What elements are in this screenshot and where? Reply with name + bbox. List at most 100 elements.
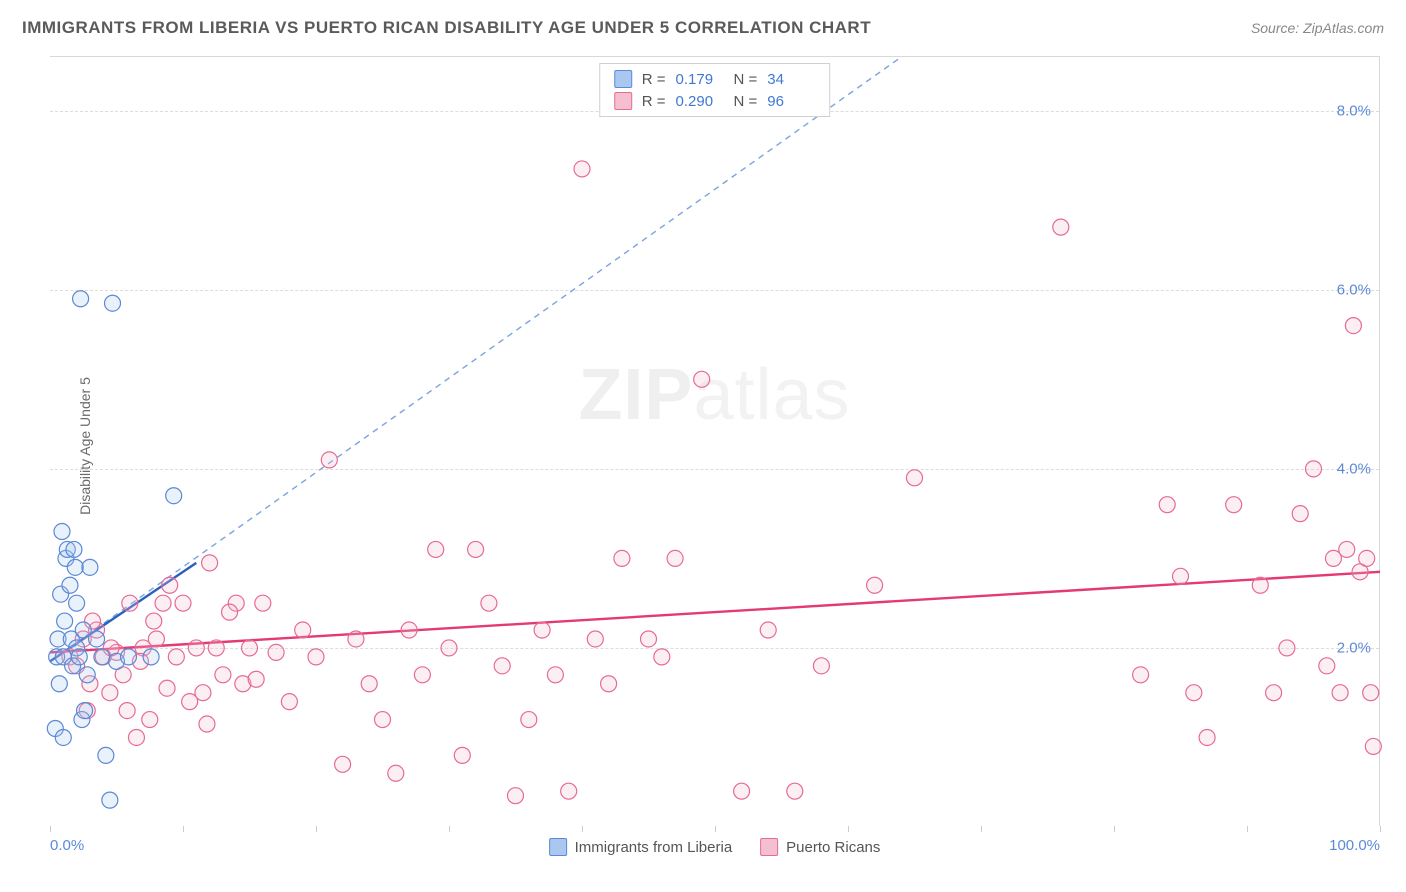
scatter-point — [694, 371, 710, 387]
legend-swatch — [549, 838, 567, 856]
scatter-point — [55, 729, 71, 745]
x-tick — [582, 826, 583, 832]
scatter-point — [587, 631, 603, 647]
scatter-point — [494, 658, 510, 674]
scatter-point — [521, 712, 537, 728]
scatter-point — [813, 658, 829, 674]
scatter-point — [168, 649, 184, 665]
scatter-point — [120, 649, 136, 665]
scatter-point — [255, 595, 271, 611]
x-tick-label: 0.0% — [50, 837, 84, 854]
scatter-point — [155, 595, 171, 611]
scatter-point — [308, 649, 324, 665]
scatter-point — [122, 595, 138, 611]
scatter-point — [102, 792, 118, 808]
chart-title: IMMIGRANTS FROM LIBERIA VS PUERTO RICAN … — [22, 18, 871, 38]
scatter-point — [54, 524, 70, 540]
x-tick — [1247, 826, 1248, 832]
scatter-point — [1365, 738, 1381, 754]
scatter-point — [105, 295, 121, 311]
x-tick — [1380, 826, 1381, 832]
scatter-point — [547, 667, 563, 683]
x-tick — [50, 826, 51, 832]
scatter-point — [146, 613, 162, 629]
scatter-point — [281, 694, 297, 710]
source-name: ZipAtlas.com — [1303, 20, 1384, 36]
scatter-point — [1306, 461, 1322, 477]
scatter-point — [534, 622, 550, 638]
legend-swatch — [614, 92, 632, 110]
scatter-point — [62, 577, 78, 593]
scatter-points — [47, 161, 1381, 808]
scatter-point — [335, 756, 351, 772]
scatter-point — [641, 631, 657, 647]
scatter-point — [175, 595, 191, 611]
legend-series-label: Immigrants from Liberia — [575, 839, 733, 856]
scatter-point — [57, 613, 73, 629]
legend-correlation-row: R = 0.179 N = 34 — [600, 68, 830, 90]
scatter-svg — [50, 57, 1379, 826]
scatter-point — [66, 541, 82, 557]
scatter-point — [1339, 541, 1355, 557]
scatter-point — [1133, 667, 1149, 683]
scatter-point — [143, 649, 159, 665]
legend-series: Immigrants from Liberia Puerto Ricans — [549, 838, 881, 856]
x-tick — [848, 826, 849, 832]
scatter-point — [1226, 497, 1242, 513]
x-tick — [316, 826, 317, 832]
scatter-point — [94, 649, 110, 665]
legend-n-label: N = — [734, 71, 758, 88]
scatter-point — [128, 729, 144, 745]
legend-r-value: 0.179 — [676, 71, 724, 88]
scatter-point — [1279, 640, 1295, 656]
scatter-point — [199, 716, 215, 732]
scatter-point — [67, 559, 83, 575]
scatter-point — [734, 783, 750, 799]
scatter-point — [142, 712, 158, 728]
scatter-point — [188, 640, 204, 656]
scatter-point — [208, 640, 224, 656]
scatter-point — [159, 680, 175, 696]
scatter-point — [1319, 658, 1335, 674]
scatter-point — [1159, 497, 1175, 513]
scatter-point — [414, 667, 430, 683]
scatter-point — [222, 604, 238, 620]
scatter-point — [1359, 550, 1375, 566]
legend-series-item: Puerto Ricans — [760, 838, 880, 856]
scatter-point — [1199, 729, 1215, 745]
scatter-point — [166, 488, 182, 504]
scatter-point — [1292, 506, 1308, 522]
x-tick — [1114, 826, 1115, 832]
scatter-point — [102, 685, 118, 701]
scatter-point — [119, 703, 135, 719]
scatter-point — [867, 577, 883, 593]
scatter-point — [51, 676, 67, 692]
legend-series-label: Puerto Ricans — [786, 839, 880, 856]
scatter-point — [1252, 577, 1268, 593]
scatter-point — [1332, 685, 1348, 701]
x-tick — [449, 826, 450, 832]
legend-correlation-row: R =0.290N =96 — [600, 90, 830, 112]
legend-swatch — [614, 70, 632, 88]
scatter-point — [561, 783, 577, 799]
source-prefix: Source: — [1251, 20, 1303, 36]
chart-header: IMMIGRANTS FROM LIBERIA VS PUERTO RICAN … — [22, 18, 1384, 38]
scatter-point — [195, 685, 211, 701]
legend-r-label: R = — [642, 71, 666, 88]
scatter-point — [574, 161, 590, 177]
scatter-point — [348, 631, 364, 647]
scatter-point — [481, 595, 497, 611]
legend-n-value: 34 — [767, 71, 815, 88]
scatter-point — [162, 577, 178, 593]
legend-swatch — [760, 838, 778, 856]
scatter-point — [508, 788, 524, 804]
scatter-point — [98, 747, 114, 763]
scatter-point — [428, 541, 444, 557]
scatter-point — [401, 622, 417, 638]
scatter-point — [760, 622, 776, 638]
scatter-point — [242, 640, 258, 656]
x-tick — [715, 826, 716, 832]
scatter-point — [268, 644, 284, 660]
scatter-point — [454, 747, 470, 763]
scatter-point — [1053, 219, 1069, 235]
